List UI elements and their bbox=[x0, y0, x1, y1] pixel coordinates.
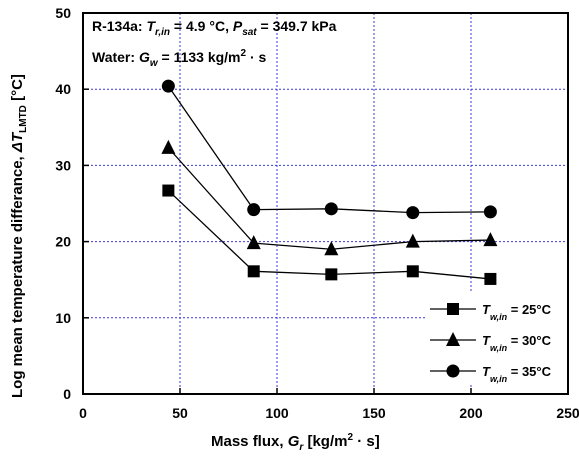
ann1-part-c: = 349.7 kPa bbox=[257, 18, 337, 34]
legend-var: T bbox=[482, 333, 491, 348]
ann1-tsub: r,in bbox=[155, 27, 170, 38]
y-tick-label: 10 bbox=[55, 310, 71, 326]
x-tick-label: 150 bbox=[362, 405, 386, 421]
legend-marker-triangle bbox=[446, 332, 460, 346]
legend-entry: Tw,in = 35°C bbox=[430, 364, 552, 384]
xlabel-main: Mass flux, bbox=[211, 433, 288, 450]
ann1-part-b: = 4.9 °C, bbox=[170, 18, 233, 34]
legend-var: T bbox=[482, 302, 491, 317]
data-point-square bbox=[325, 268, 338, 281]
y-tick-label: 30 bbox=[55, 157, 71, 173]
xlabel-sup: 2 bbox=[347, 432, 353, 443]
series-layer bbox=[161, 79, 498, 285]
data-point-triangle bbox=[161, 139, 176, 154]
ann2-g: G bbox=[139, 49, 150, 65]
data-point-circle bbox=[406, 206, 420, 220]
x-tick-label: 250 bbox=[556, 405, 579, 421]
x-tick-label: 200 bbox=[459, 405, 483, 421]
legend-value: = 30°C bbox=[507, 333, 551, 348]
data-point-triangle bbox=[483, 232, 498, 247]
legend-value: = 35°C bbox=[507, 364, 551, 379]
legend-var: T bbox=[482, 364, 491, 379]
data-point-circle bbox=[483, 205, 497, 219]
y-axis-label: Log mean temperature differance, ΔTLMTD … bbox=[9, 74, 29, 398]
legend-marker-circle bbox=[446, 364, 460, 378]
ylabel-unit: [°C] bbox=[9, 74, 26, 105]
ann2-part-c: · s bbox=[246, 49, 266, 65]
ann1-p: P bbox=[233, 18, 243, 34]
y-tick-label: 20 bbox=[55, 234, 71, 250]
legend-sub: w,in bbox=[490, 312, 508, 322]
data-point-square bbox=[484, 272, 497, 285]
data-point-square bbox=[162, 184, 175, 197]
legend-label: Tw,in = 25°C bbox=[482, 302, 552, 322]
ylabel-main: Log mean temperature differance, bbox=[9, 152, 26, 398]
ann2-part-b: = 1133 kg/m bbox=[158, 49, 241, 65]
data-point-triangle bbox=[246, 235, 261, 250]
data-point-square bbox=[247, 265, 260, 278]
y-tick-label: 40 bbox=[55, 81, 71, 97]
ann2-sup: 2 bbox=[241, 48, 247, 59]
x-axis-label: Mass flux, Gr [kg/m2 · s] bbox=[211, 432, 380, 453]
x-tick-label: 0 bbox=[79, 405, 87, 421]
legend-label: Tw,in = 30°C bbox=[482, 333, 552, 353]
data-point-triangle bbox=[324, 241, 339, 256]
data-point-triangle bbox=[405, 233, 420, 248]
series-line bbox=[167, 85, 491, 214]
legend-entry: Tw,in = 30°C bbox=[430, 332, 552, 353]
legend-sub: w,in bbox=[490, 374, 508, 384]
axis-ticks: 0 50 100 150 200 250 0 10 20 30 40 50 bbox=[55, 5, 579, 421]
legend-sub: w,in bbox=[490, 343, 508, 353]
ylabel-sub: LMTD bbox=[18, 105, 29, 133]
plot-frame bbox=[82, 12, 569, 395]
y-tick-label: 0 bbox=[63, 386, 71, 402]
annotation-refrigerant: R-134a: Tr,in = 4.9 °C, Psat = 349.7 kPa bbox=[92, 18, 337, 38]
ylabel-var: ΔT bbox=[9, 131, 26, 153]
xlabel-unit-b: · s] bbox=[353, 433, 380, 450]
ann1-part-a: R-134a: bbox=[92, 18, 146, 34]
x-tick-label: 100 bbox=[265, 405, 289, 421]
legend-value: = 25°C bbox=[507, 302, 551, 317]
series-circle bbox=[161, 79, 497, 220]
ann2-part-a: Water: bbox=[92, 49, 139, 65]
data-point-circle bbox=[161, 79, 175, 93]
xlabel-var: G bbox=[288, 433, 300, 450]
legend-label: Tw,in = 35°C bbox=[482, 364, 552, 384]
xlabel-sub: r bbox=[299, 442, 304, 453]
ann2-gsub: w bbox=[150, 58, 159, 69]
legend-entry: Tw,in = 25°C bbox=[430, 302, 552, 322]
data-point-circle bbox=[247, 203, 261, 217]
series-triangle bbox=[161, 139, 498, 256]
legend-marker-square bbox=[447, 303, 459, 315]
x-tick-label: 50 bbox=[172, 405, 188, 421]
legend: Tw,in = 25°CTw,in = 30°CTw,in = 35°C bbox=[430, 302, 552, 384]
y-tick-label: 50 bbox=[55, 5, 71, 21]
series-square bbox=[162, 184, 497, 285]
data-point-circle bbox=[324, 202, 338, 216]
ann1-t: T bbox=[146, 18, 156, 34]
ann1-psub: sat bbox=[242, 27, 257, 38]
data-point-square bbox=[406, 265, 419, 278]
annotation-water: Water: Gw = 1133 kg/m2 · s bbox=[92, 48, 267, 69]
series-line bbox=[167, 147, 491, 250]
xlabel-unit-a: [kg/m bbox=[303, 433, 347, 450]
